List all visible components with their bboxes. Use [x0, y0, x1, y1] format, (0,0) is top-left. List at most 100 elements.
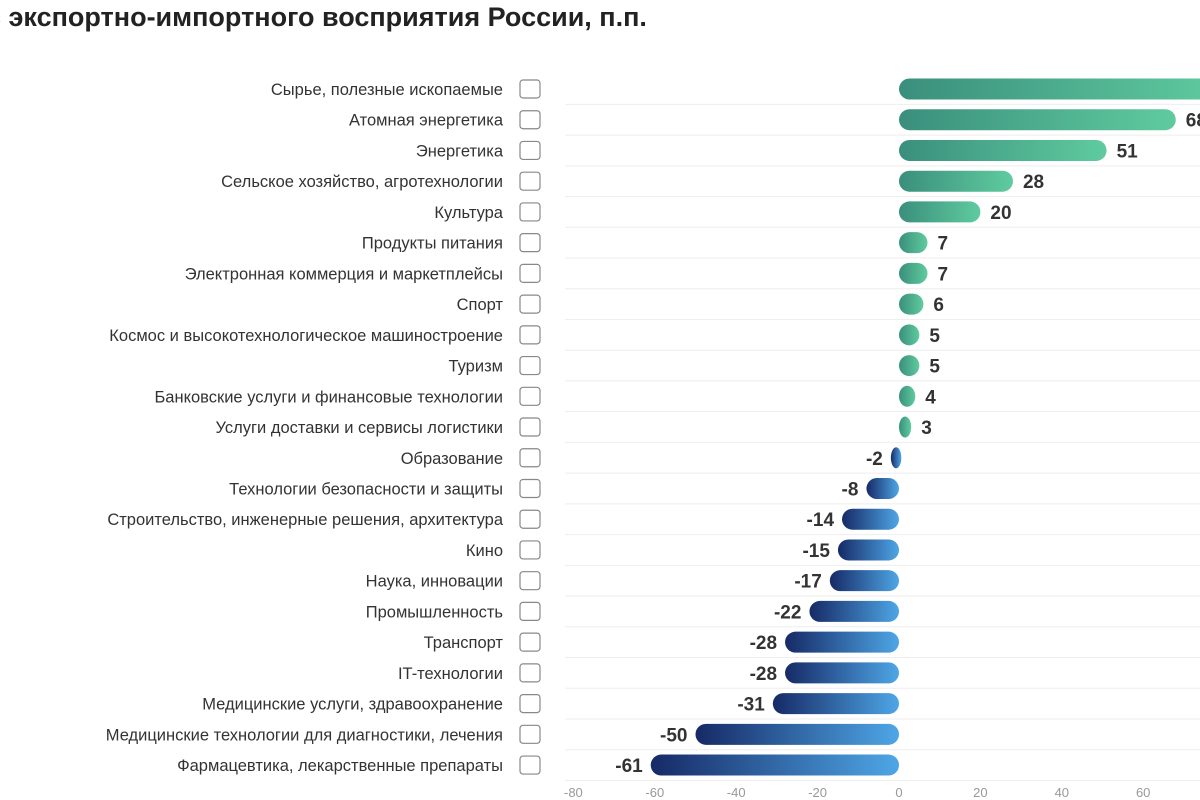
- value-label: -61: [615, 756, 643, 777]
- category-icon: [519, 263, 541, 283]
- bar: [785, 631, 899, 653]
- value-label: 7: [937, 264, 948, 285]
- chart-title: с экспортно-импортного восприятия России…: [0, 2, 647, 32]
- value-label: -17: [794, 572, 821, 593]
- category-label: Продукты питания: [362, 235, 503, 253]
- bar: [899, 262, 928, 284]
- category-icon: [519, 540, 541, 560]
- bar: [899, 109, 1176, 131]
- category-label: Туризм: [448, 358, 503, 376]
- x-tick-label: 60: [1136, 785, 1150, 800]
- value-label: -8: [842, 479, 859, 500]
- value-label: -2: [866, 449, 883, 470]
- bar: [772, 693, 899, 715]
- value-label: 6: [933, 295, 944, 316]
- bar: [695, 723, 899, 745]
- category-icon: [519, 724, 541, 744]
- category-icon: [519, 79, 541, 99]
- x-tick-label: 40: [1055, 785, 1069, 800]
- bar: [890, 447, 902, 469]
- bar: [785, 662, 899, 684]
- x-tick-label: -40: [727, 785, 746, 800]
- category-icon: [519, 140, 541, 161]
- category-label: Транспорт: [424, 634, 504, 652]
- bar: [899, 385, 916, 407]
- bar: [899, 355, 920, 377]
- value-label: 20: [990, 203, 1011, 224]
- category-icon: [519, 202, 541, 222]
- category-icon: [519, 355, 541, 376]
- bar: [650, 754, 899, 776]
- category-label: Спорт: [457, 296, 504, 314]
- value-label: 3: [921, 418, 932, 439]
- category-icon: [519, 110, 541, 130]
- category-label: Строительство, инженерные решения, архит…: [107, 511, 504, 529]
- bar: [899, 139, 1107, 161]
- value-label: 68: [1186, 111, 1200, 132]
- category-icon: [519, 571, 541, 591]
- bar: [899, 78, 1200, 100]
- bar: [899, 293, 924, 315]
- bar: [829, 570, 899, 592]
- category-icon: [519, 509, 541, 529]
- value-label: -15: [802, 541, 830, 562]
- bar: [899, 232, 928, 254]
- category-icon: [519, 601, 541, 622]
- value-label: 7: [937, 234, 948, 255]
- category-label: IT-технологии: [398, 665, 503, 683]
- value-label: -28: [750, 664, 777, 685]
- category-icon: [519, 478, 541, 499]
- bar: [842, 508, 899, 530]
- value-label: -31: [737, 695, 765, 716]
- category-icon: [519, 693, 541, 714]
- category-icon: [519, 632, 541, 652]
- category-icon: [519, 448, 541, 468]
- bar: [837, 539, 899, 561]
- category-label: Космос и высокотехнологическое машиностр…: [109, 327, 503, 345]
- category-label: Фармацевтика, лекарственные препараты: [177, 757, 503, 775]
- x-tick-label: 0: [895, 785, 902, 800]
- category-icon: [519, 386, 541, 406]
- x-tick-label: -20: [808, 785, 827, 800]
- x-tick-label: -60: [645, 785, 664, 800]
- bar: [899, 170, 1013, 192]
- value-label: -14: [807, 510, 835, 531]
- category-label: Атомная энергетика: [349, 112, 504, 130]
- category-label: Образование: [401, 450, 503, 468]
- value-label: 5: [929, 357, 940, 378]
- category-label: Медицинские технологии для диагностики, …: [106, 726, 503, 744]
- bar: [899, 324, 920, 346]
- bar: [809, 600, 899, 622]
- category-label: Банковские услуги и финансовые технологи…: [154, 388, 503, 406]
- category-label: Сельское хозяйство, агротехнологии: [221, 173, 503, 191]
- bar: [899, 201, 981, 223]
- x-tick-label: -80: [564, 785, 583, 800]
- category-label: Промышленность: [366, 603, 503, 621]
- value-label: -22: [774, 602, 801, 623]
- category-icon: [519, 233, 541, 253]
- value-label: 51: [1117, 141, 1139, 162]
- category-icon: [519, 171, 541, 191]
- value-label: 5: [929, 326, 940, 347]
- value-label: 28: [1023, 172, 1044, 193]
- category-label: Наука, инновации: [366, 573, 503, 591]
- category-label: Энергетика: [416, 142, 504, 160]
- category-label: Услуги доставки и сервисы логистики: [216, 419, 503, 437]
- bar: [866, 477, 899, 499]
- category-label: Технологии безопасности и защиты: [229, 480, 503, 498]
- value-label: 4: [925, 387, 936, 408]
- category-icon: [519, 417, 541, 437]
- category-label: Медицинские услуги, здравоохранение: [202, 696, 503, 714]
- category-label: Электронная коммерция и маркетплейсы: [185, 265, 503, 283]
- category-label: Культура: [434, 204, 503, 222]
- category-label: Сырье, полезные ископаемые: [271, 81, 503, 99]
- value-label: -50: [660, 725, 687, 746]
- category-icon: [519, 325, 541, 345]
- category-icon: [519, 663, 541, 683]
- value-label: -28: [750, 633, 777, 654]
- bar: [899, 416, 912, 438]
- category-label: Кино: [466, 542, 503, 560]
- category-icon: [519, 755, 541, 775]
- category-icon: [519, 294, 541, 314]
